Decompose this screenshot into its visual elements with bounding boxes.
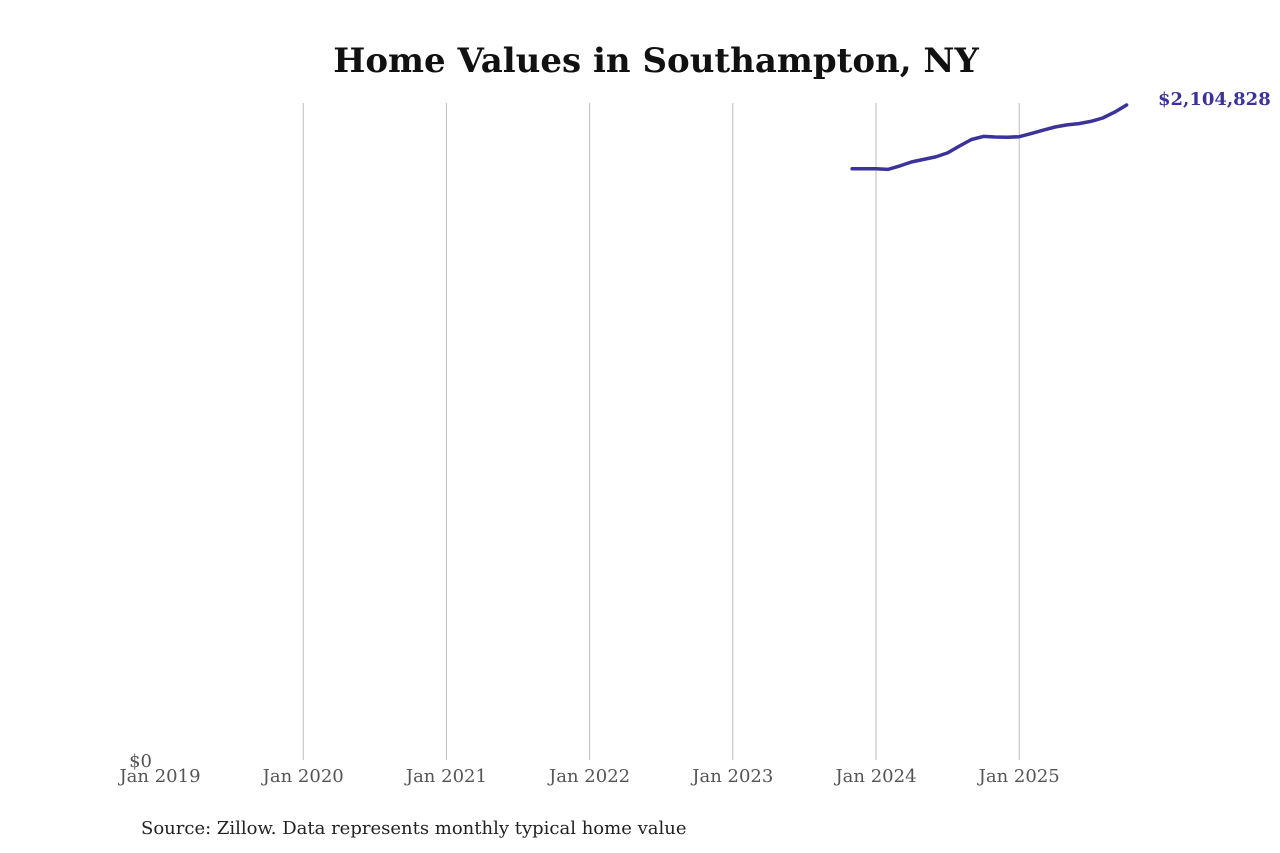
x-tick-label: Jan 2025	[977, 766, 1060, 787]
x-tick-label: Jan 2019	[117, 766, 200, 787]
x-tick-label: Jan 2024	[833, 766, 916, 787]
source-note: Source: Zillow. Data represents monthly …	[141, 818, 687, 839]
x-tick-label: Jan 2020	[261, 766, 344, 787]
x-tick-label: Jan 2022	[547, 766, 630, 787]
end-value-label: $2,104,828	[1158, 89, 1271, 110]
y-tick-label: $0	[129, 751, 152, 772]
x-tick-label: Jan 2021	[404, 766, 487, 787]
chart-title: Home Values in Southampton, NY	[333, 41, 979, 81]
series-line	[850, 103, 1129, 172]
x-tick-label: Jan 2023	[690, 766, 773, 787]
